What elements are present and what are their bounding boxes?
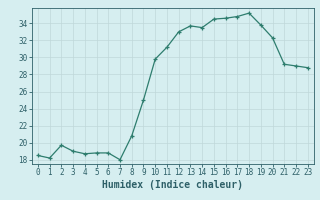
X-axis label: Humidex (Indice chaleur): Humidex (Indice chaleur) — [102, 180, 243, 190]
